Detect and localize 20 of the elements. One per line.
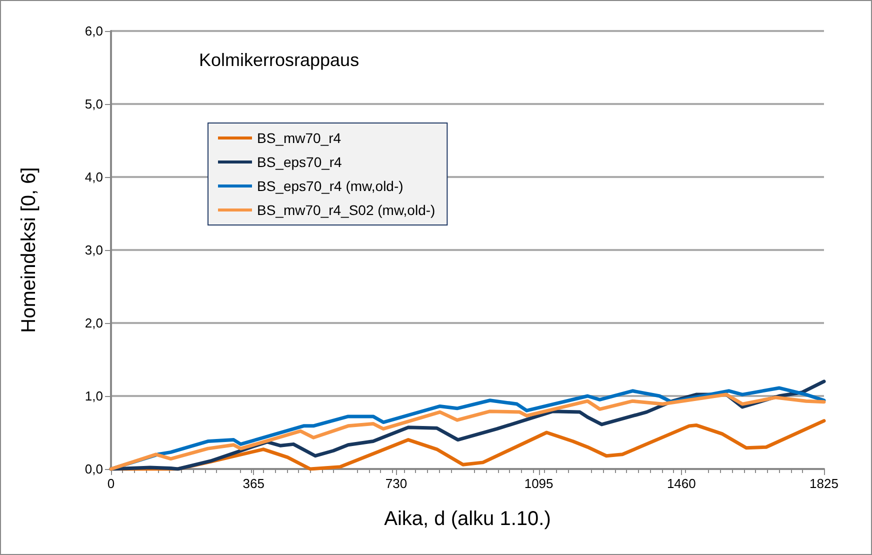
y-tick-label: 6,0 [84,24,103,38]
y-tick-label: 2,0 [84,316,103,330]
y-tick-label: 1,0 [84,388,103,404]
x-tick-label: 1460 [666,476,696,491]
x-tick-label: 0 [107,476,115,491]
y-tick-label: 4,0 [84,170,103,184]
x-axis-title: Aika, d (alku 1.10.) [384,508,551,530]
x-tick-label: 365 [242,476,264,491]
legend-label: BS_mw70_r4 [257,130,342,146]
x-tick-label: 730 [385,476,408,491]
y-tick-label: 3,0 [84,242,103,258]
legend-label: BS_eps70_r4 [257,154,342,170]
legend-label: BS_eps70_r4 (mw,old-) [257,178,404,194]
x-tick-label: 1095 [524,476,554,491]
legend-label: BS_mw70_r4_S02 (mw,old-) [257,202,436,218]
y-tick-label: 5,0 [84,96,103,112]
annotation: Kolmikerrosrappaus [199,50,360,70]
y-axis-title: Homeindeksi [0, 6] [18,167,40,333]
x-tick-label: 1825 [810,476,838,491]
y-tick-label: 0,0 [84,462,103,476]
